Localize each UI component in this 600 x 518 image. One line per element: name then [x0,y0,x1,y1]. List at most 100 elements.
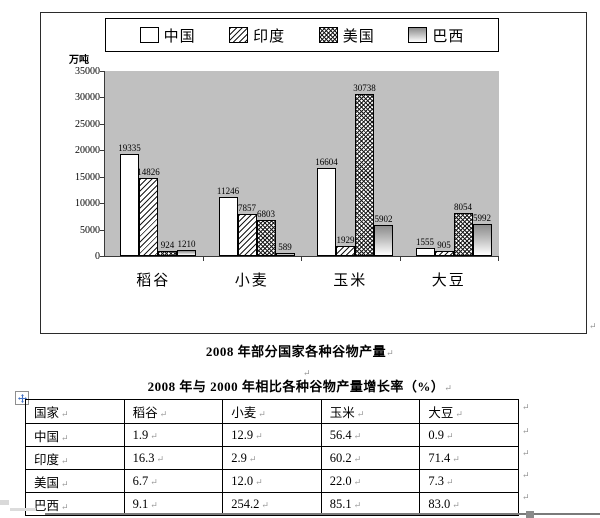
bar-label-中国-小麦: 11246 [216,185,240,196]
cell-text: 小麦 [231,406,257,420]
cell-r0c3[interactable]: 玉米 ↵ [320,399,421,424]
chart-object-frame[interactable]: 中国 印度 美国 巴西 万吨 19335 11246 16604 1555 14826 7857… [40,12,587,334]
y-tick-label-15000: 15000 [75,171,100,183]
chart-legend: 中国 印度 美国 巴西 [105,18,499,52]
bar-label-印度-大豆: 905 [437,240,451,251]
y-tick-label-10000: 10000 [75,198,100,210]
cell-text: 22.0 [329,473,352,488]
y-tick-mark-35000 [100,71,104,72]
x-category-label-稻谷: 稻谷 [136,273,171,289]
table-caption[interactable]: 2008 年与 2000 年相比各种谷物产量增长率（%）↵ [0,376,600,395]
cell-r4c3[interactable]: 85.1 ↵ [320,492,421,516]
cell-r4c4[interactable]: 83.0 ↵ [419,492,519,516]
y-tick-mark-30000 [100,97,104,99]
end-of-cell-mark: ↵ [446,476,454,487]
cell-text: 16.3 [132,450,155,465]
legend-swatch-巴西 [408,27,428,43]
paragraph-mark: ↵ [444,383,453,393]
bar-中国-小麦 [218,196,238,256]
y-tick-mark-25000 [100,123,104,125]
y-tick-label-5000: 5000 [80,224,100,236]
cell-r2c2[interactable]: 2.9 ↵ [222,446,322,470]
cell-r2c4[interactable]: 71.4 ↵ [419,446,519,470]
bar-label-中国-稻谷: 19335 [118,142,141,153]
bar-中国-大豆 [415,247,435,256]
end-of-cell-mark: ↵ [455,409,463,419]
end-of-cell-mark: ↵ [159,409,168,419]
end-of-cell-mark: ↵ [255,476,263,487]
y-tick-label-35000: 35000 [75,66,100,77]
bar-美国-小麦 [256,220,276,256]
move-arrows-icon [17,393,27,403]
bar-label-巴西-玉米: 5902 [374,213,393,224]
cell-text: 83.0 [428,496,451,511]
bar-label-美国-玉米: 30738 [353,82,376,93]
legend-item-中国: 中国 [139,25,196,46]
cell-r3c4[interactable]: 7.3 ↵ [419,469,519,493]
end-of-row-mark: ↵ [522,426,530,436]
cell-r1c2[interactable]: 12.9 ↵ [222,423,322,447]
x-tick-mark-2 [301,257,302,261]
cell-r3c1[interactable]: 6.7 ↵ [123,469,224,493]
end-of-cell-mark: ↵ [61,501,69,512]
cell-r1c0[interactable]: 中国 ↵ [25,423,125,447]
y-tick-mark-0 [100,256,104,257]
chart-caption[interactable]: 2008 年部分国家各种谷物产量↵ [0,341,600,360]
cell-r0c2[interactable]: 小麦 ↵ [222,399,322,424]
y-tick-mark-10000 [100,203,104,205]
cell-r4c0[interactable]: 巴西 ↵ [25,492,125,516]
end-of-cell-mark: ↵ [150,430,158,441]
y-tick-mark-20000 [100,150,104,152]
cell-r1c3[interactable]: 56.4 ↵ [320,423,421,447]
legend-item-印度: 印度 [229,25,285,46]
end-of-cell-mark: ↵ [353,430,362,441]
end-of-cell-mark: ↵ [356,409,365,419]
table-caption-text: 2008 年与 2000 年相比各种谷物产量增长率（%） [147,379,445,394]
cell-r4c2[interactable]: 254.2 ↵ [222,492,322,516]
cell-text: 60.2 [329,450,352,465]
cell-text: 254.2 [231,496,260,511]
cell-r1c4[interactable]: 0.9 ↵ [419,423,519,447]
cell-r0c4[interactable]: 大豆 ↵ [419,399,519,424]
end-of-cell-mark: ↵ [452,453,460,464]
cell-text: 中国 [34,429,60,444]
cell-text: 71.4 [428,450,451,465]
cell-r3c0[interactable]: 美国 ↵ [25,469,125,493]
cell-r2c1[interactable]: 16.3 ↵ [123,446,224,470]
cell-r2c3[interactable]: 60.2 ↵ [320,446,421,470]
cell-r3c2[interactable]: 12.0 ↵ [222,469,322,493]
y-axis-unit-label: 万吨 [69,55,89,66]
end-of-cell-mark: ↵ [156,453,165,464]
cell-text: 0.9 [428,427,444,442]
end-of-cell-mark: ↵ [446,430,454,441]
bar-印度-玉米 [336,245,355,256]
cell-r2c0[interactable]: 印度 ↵ [25,446,125,470]
paragraph-mark: ↵ [386,348,395,358]
y-tick-label-30000: 30000 [75,92,100,104]
end-of-cell-mark: ↵ [255,430,263,441]
y-tick-label-20000: 20000 [75,145,100,157]
cell-r0c1[interactable]: 稻谷 ↵ [123,399,224,424]
legend-item-巴西: 巴西 [408,25,464,46]
bar-印度-稻谷 [139,177,158,256]
legend-label-巴西: 巴西 [432,28,465,45]
table-header-row: 国家 ↵ 稻谷 ↵ 小麦 ↵ 玉米 ↵ 大豆 ↵ [25,399,519,424]
cell-text: 大豆 [428,406,454,420]
end-of-row-mark: ↵ [522,492,530,502]
x-tick-mark-1 [202,257,204,261]
cell-r1c1[interactable]: 1.9 ↵ [123,423,224,447]
cell-text: 国家 [34,406,60,420]
cell-text: 1.9 [132,427,149,442]
end-of-cell-mark: ↵ [61,478,69,489]
legend-swatch-中国 [139,27,159,43]
cell-r0c0[interactable]: 国家 ↵ [25,399,125,424]
chart-caption-text: 2008 年部分国家各种谷物产量 [205,344,387,359]
end-of-row-mark: ↵ [522,402,530,412]
bar-印度-小麦 [237,214,257,256]
bar-中国-玉米 [317,168,336,256]
table-row: 印度 ↵ 16.3 ↵ 2.9 ↵ 60.2 ↵ 71.4 ↵ [25,446,519,470]
cell-r3c3[interactable]: 22.0 ↵ [320,469,421,493]
bar-美国-大豆 [453,213,473,256]
end-of-cell-mark: ↵ [353,476,362,487]
cell-r4c1[interactable]: 9.1 ↵ [123,492,224,516]
